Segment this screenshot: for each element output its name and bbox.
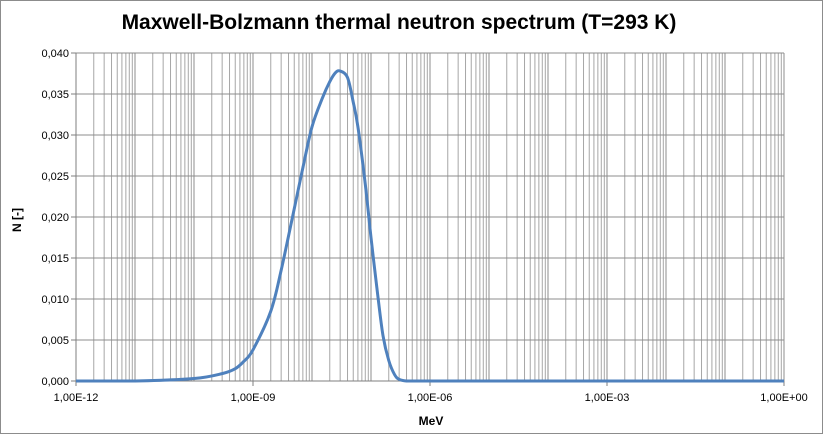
y-tick-label: 0,000: [41, 376, 69, 388]
y-tick-label: 0,030: [41, 130, 69, 142]
y-axis-title: N [-]: [10, 208, 24, 232]
y-tick-label: 0,035: [41, 89, 69, 101]
x-axis-title: MeV: [419, 414, 444, 428]
spectrum-line: [75, 69, 784, 383]
y-tick-label: 0,015: [41, 253, 69, 265]
y-tick-label: 0,010: [41, 294, 69, 306]
grid-layer: [76, 52, 785, 381]
x-tick-label: 1,00E-09: [231, 392, 276, 404]
y-tick-label: 0,005: [41, 335, 69, 347]
y-tick-label: 0,025: [41, 171, 69, 183]
x-tick-label: 1,00E-06: [408, 392, 453, 404]
x-tick-label: 1,00E-12: [54, 392, 99, 404]
y-tick-label: 0,040: [41, 48, 69, 60]
y-tick-label: 0,020: [41, 212, 69, 224]
chart-title: Maxwell-Bolzmann thermal neutron spectru…: [122, 11, 677, 34]
series-layer: [75, 69, 784, 383]
x-tick-label: 1,00E-03: [585, 392, 630, 404]
x-tick-label: 1,00E+00: [760, 392, 807, 404]
labels-layer: 0,000 0,005 0,010 0,015 0,020 0,025 0,030 0,035…: [41, 48, 807, 404]
